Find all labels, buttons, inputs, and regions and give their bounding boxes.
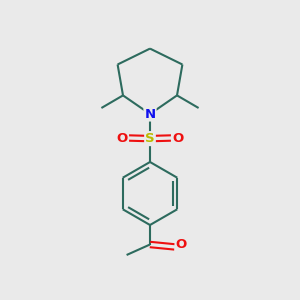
Text: O: O <box>172 131 183 145</box>
Text: S: S <box>145 132 155 145</box>
Text: O: O <box>176 238 187 251</box>
Text: O: O <box>117 131 128 145</box>
Text: N: N <box>144 107 156 121</box>
